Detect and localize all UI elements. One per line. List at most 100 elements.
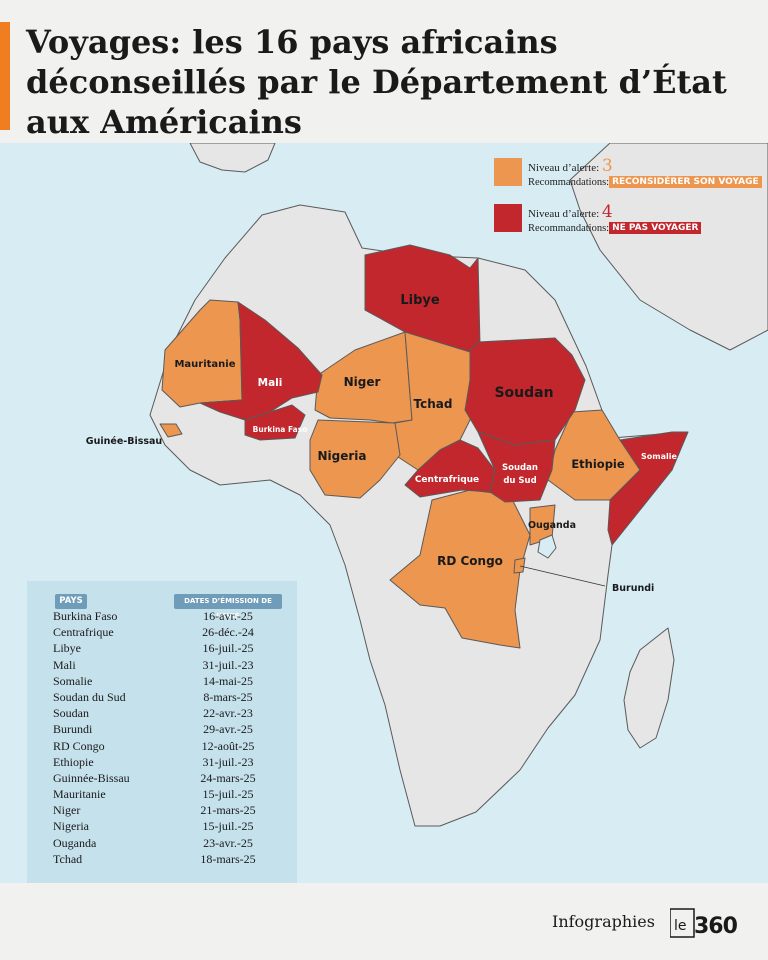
label-guinee-bissau: Guinée-Bissau <box>86 436 162 447</box>
legend-swatch-red <box>494 204 522 232</box>
table-cell-country: Tchad <box>53 851 83 866</box>
legend-level-3: Niveau d’alerte: 3 Recommandations: RECON… <box>494 156 762 194</box>
table-cell-country: Niger <box>53 803 81 818</box>
svg-text:le: le <box>674 918 687 934</box>
page-title: Voyages: les 16 pays africains déconseil… <box>26 23 727 141</box>
country-mauritanie <box>161 299 243 408</box>
land-middle-east <box>569 143 768 351</box>
burundi-leader-line <box>519 565 606 587</box>
svg-text:360: 360 <box>694 914 738 939</box>
label-soudan-du-sud-2: du Sud <box>503 476 536 486</box>
label-niger: Niger <box>344 375 381 389</box>
label-somalie: Somalie <box>641 452 677 461</box>
table-cell-date: 21-mars-25 <box>200 803 256 818</box>
table-cell-country: RD Congo <box>53 738 105 753</box>
table-cell-country: Mauritanie <box>53 787 106 802</box>
label-centrafrique: Centrafrique <box>415 475 479 485</box>
label-libye: Libye <box>400 293 440 308</box>
table-cell-date: 26-déc.-24 <box>202 625 254 640</box>
table-row: Libye 16-juil.-25 <box>27 640 297 656</box>
table-cell-country: Guinnée-Bissau <box>53 770 130 785</box>
advisory-table: PAYS DATES D’ÉMISSION DE L’AVIS Burkina … <box>27 581 297 883</box>
label-soudan-du-sud-1: Soudan <box>502 463 538 473</box>
legend-level-4-number: 4 <box>601 202 613 222</box>
table-row: Tchad 18-mars-25 <box>27 851 297 867</box>
legend: Niveau d’alerte: 3 Recommandations: RECON… <box>494 156 762 248</box>
table-cell-country: Libye <box>53 641 81 656</box>
table-cell-country: Burundi <box>53 722 93 737</box>
table-cell-country: Ouganda <box>53 835 97 850</box>
africa-map: Libye Mauritanie Mali Niger Tchad Soudan… <box>86 143 768 827</box>
table-cell-date: 15-juil.-25 <box>202 787 254 802</box>
legend-swatch-orange <box>494 158 522 186</box>
table-row: Niger 21-mars-25 <box>27 802 297 818</box>
label-tchad: Tchad <box>414 397 453 411</box>
table-header-country: PAYS <box>55 594 87 609</box>
label-rdcongo: RD Congo <box>437 554 503 568</box>
table-cell-date: 22-avr.-23 <box>203 706 253 721</box>
label-mauritanie: Mauritanie <box>174 359 235 370</box>
lake-victoria <box>537 534 557 559</box>
table-cell-country: Soudan du Sud <box>53 689 126 704</box>
table-cell-date: 8-mars-25 <box>203 689 253 704</box>
legend-level-4-reco-prefix: Recommandations: <box>528 223 610 234</box>
country-guinee-bissau <box>159 423 183 438</box>
legend-level-3-badge: RECONSIDÉRER SON VOYAGE <box>609 176 762 188</box>
table-cell-country: Centrafrique <box>53 625 114 640</box>
table-cell-date: 18-mars-25 <box>200 851 256 866</box>
table-cell-country: Ethiopie <box>53 754 94 769</box>
table-cell-date: 15-juil.-25 <box>202 819 254 834</box>
title-accent-bar <box>0 22 10 130</box>
country-libye <box>364 244 481 353</box>
table-row: Burkina Faso 16-avr.-25 <box>27 608 297 624</box>
table-row: Soudan 22-avr.-23 <box>27 705 297 721</box>
land-iberia <box>189 143 276 173</box>
legend-level-3-reco-prefix: Recommandations: <box>528 177 610 188</box>
table-cell-date: 16-avr.-25 <box>203 609 253 623</box>
table-row: Ouganda 23-avr.-25 <box>27 835 297 851</box>
country-somalie <box>607 431 689 546</box>
table-row: Mauritanie 15-juil.-25 <box>27 786 297 802</box>
table-cell-date: 31-juil.-23 <box>202 657 254 672</box>
label-ouganda: Ouganda <box>528 520 576 531</box>
legend-level-3-number: 3 <box>601 156 613 176</box>
table-cell-country: Soudan <box>53 706 89 721</box>
legend-level-3-prefix: Niveau d’alerte: <box>528 162 600 174</box>
label-burkina: Burkina Faso <box>253 425 308 434</box>
table-cell-date: 14-mai-25 <box>203 673 253 688</box>
table-rows: Burkina Faso 16-avr.-25 Centrafrique 26-déc… <box>27 608 297 867</box>
label-nigeria: Nigeria <box>317 449 366 463</box>
le360-logo: le 360 <box>670 908 739 939</box>
table-row: Mali 31-juil.-23 <box>27 657 297 673</box>
table-cell-country: Somalie <box>53 673 93 688</box>
table-cell-country: Nigeria <box>53 819 89 834</box>
legend-level-4: Niveau d’alerte: 4 Recommandations: NE PA… <box>494 202 759 240</box>
table-row: Ethiopie 31-juil.-23 <box>27 754 297 770</box>
table-cell-date: 23-avr.-25 <box>203 835 253 850</box>
table-cell-country: Mali <box>53 657 76 672</box>
table-row: Somalie 14-mai-25 <box>27 673 297 689</box>
table-row: Nigeria 15-juil.-25 <box>27 818 297 834</box>
table-row: Guinnée-Bissau 24-mars-25 <box>27 770 297 786</box>
land-madagascar <box>623 627 675 749</box>
table-row: RD Congo 12-août-25 <box>27 738 297 754</box>
table-row: Burundi 29-avr.-25 <box>27 721 297 737</box>
table-row: Soudan du Sud 8-mars-25 <box>27 689 297 705</box>
table-cell-date: 24-mars-25 <box>200 770 256 785</box>
legend-level-4-prefix: Niveau d’alerte: <box>528 208 600 220</box>
table-header-date: DATES D’ÉMISSION DE L’AVIS <box>174 594 282 620</box>
country-nigeria <box>309 419 401 499</box>
table-cell-date: 12-août-25 <box>201 738 255 753</box>
table-cell-date: 29-avr.-25 <box>203 722 253 737</box>
country-burundi <box>513 557 526 574</box>
country-burkina <box>244 404 306 441</box>
label-ethiopie: Ethiopie <box>571 457 625 471</box>
country-soudan-du-sud <box>477 431 556 503</box>
label-soudan: Soudan <box>494 385 553 401</box>
table-cell-country: Burkina Faso <box>53 609 118 623</box>
table-row: Centrafrique 26-déc.-24 <box>27 624 297 640</box>
footer-label: Infographies <box>552 912 655 931</box>
legend-level-4-badge: NE PAS VOYAGER <box>609 222 702 234</box>
label-mali: Mali <box>258 377 283 389</box>
